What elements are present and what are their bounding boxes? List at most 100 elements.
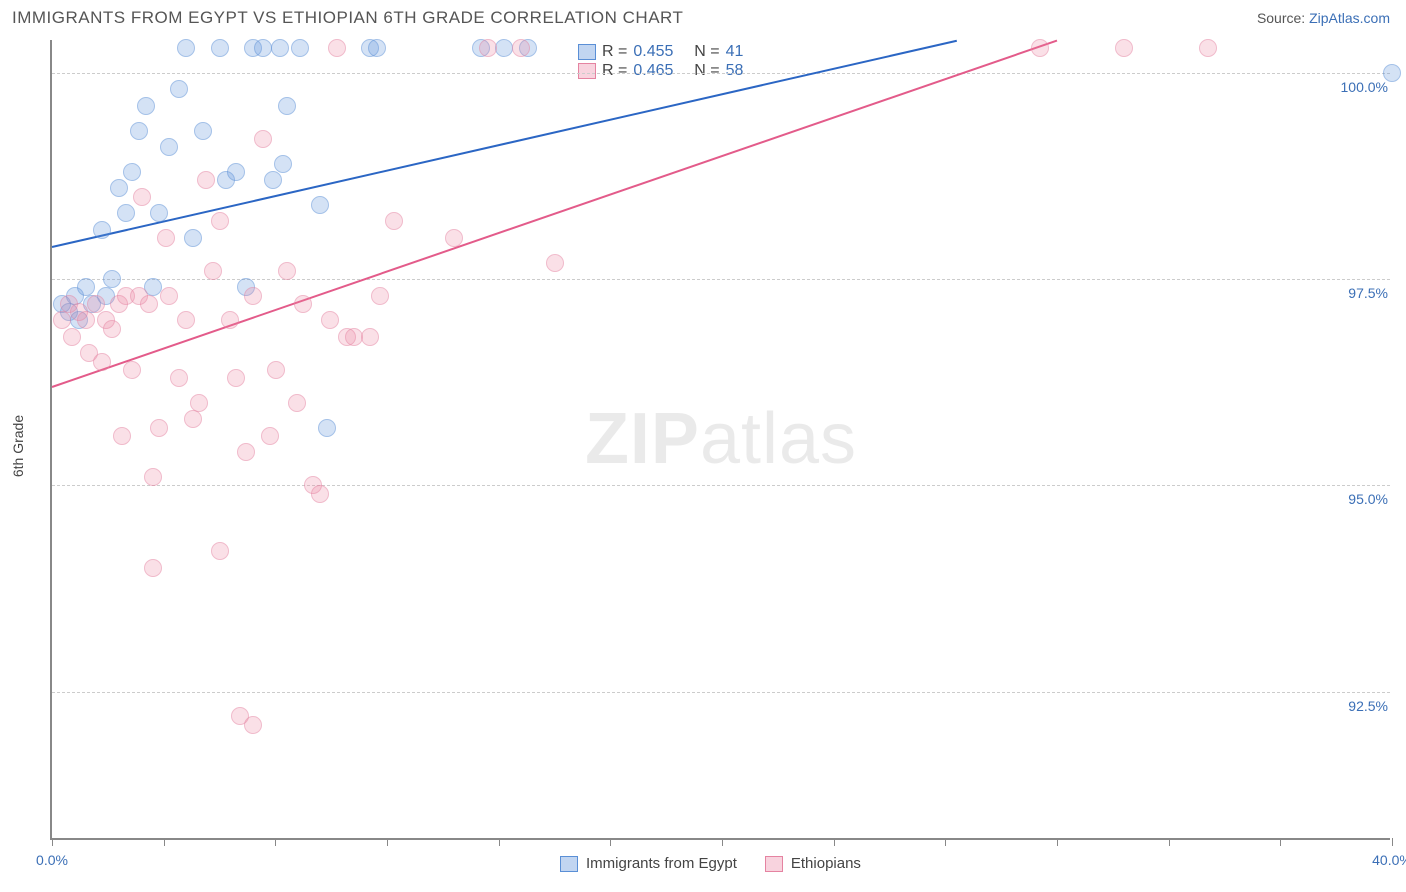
data-point bbox=[288, 394, 306, 412]
watermark: ZIPatlas bbox=[585, 398, 857, 480]
trend-line-s1 bbox=[52, 40, 1058, 388]
data-point bbox=[184, 410, 202, 428]
data-point bbox=[385, 212, 403, 230]
plot-region: ZIPatlas R = 0.455 N = 41 R = 0.465 N = … bbox=[50, 40, 1390, 840]
data-point bbox=[311, 485, 329, 503]
data-point bbox=[227, 369, 245, 387]
data-point bbox=[345, 328, 363, 346]
legend-swatch-s0 bbox=[578, 44, 596, 60]
source-attribution: Source: ZipAtlas.com bbox=[1257, 10, 1390, 26]
source-prefix: Source: bbox=[1257, 10, 1309, 26]
data-point bbox=[77, 278, 95, 296]
data-point bbox=[1199, 39, 1217, 57]
data-point bbox=[103, 270, 121, 288]
data-point bbox=[93, 221, 111, 239]
data-point bbox=[144, 559, 162, 577]
legend-corr-row-0: R = 0.455 N = 41 bbox=[578, 43, 743, 61]
xtick bbox=[610, 838, 611, 846]
data-point bbox=[53, 311, 71, 329]
legend-corr-row-1: R = 0.465 N = 58 bbox=[578, 62, 743, 80]
data-point bbox=[546, 254, 564, 272]
legend-n-value-1: 58 bbox=[726, 62, 744, 80]
data-point bbox=[103, 320, 121, 338]
legend-swatch-s1 bbox=[578, 63, 596, 79]
data-point bbox=[512, 39, 530, 57]
data-point bbox=[274, 155, 292, 173]
legend-n-prefix-0: N = bbox=[694, 43, 719, 61]
data-point bbox=[190, 394, 208, 412]
data-point bbox=[137, 97, 155, 115]
data-point bbox=[311, 196, 329, 214]
gridline-h bbox=[52, 279, 1390, 280]
data-point bbox=[254, 39, 272, 57]
legend-bottom-swatch-s1 bbox=[765, 856, 783, 872]
data-point bbox=[321, 311, 339, 329]
data-point bbox=[211, 39, 229, 57]
data-point bbox=[1031, 39, 1049, 57]
data-point bbox=[150, 204, 168, 222]
gridline-h bbox=[52, 485, 1390, 486]
data-point bbox=[244, 287, 262, 305]
ytick-label: 100.0% bbox=[1337, 79, 1392, 95]
data-point bbox=[177, 39, 195, 57]
data-point bbox=[113, 427, 131, 445]
xtick bbox=[1280, 838, 1281, 846]
xtick bbox=[945, 838, 946, 846]
xtick bbox=[499, 838, 500, 846]
legend-n-value-0: 41 bbox=[726, 43, 744, 61]
data-point bbox=[1115, 39, 1133, 57]
source-link[interactable]: ZipAtlas.com bbox=[1309, 10, 1390, 26]
xtick bbox=[387, 838, 388, 846]
data-point bbox=[170, 369, 188, 387]
data-point bbox=[227, 163, 245, 181]
data-point bbox=[160, 287, 178, 305]
xtick-label: 0.0% bbox=[36, 852, 68, 868]
y-axis-label: 6th Grade bbox=[10, 415, 26, 477]
legend-r-value-1: 0.465 bbox=[633, 62, 673, 80]
legend-n-prefix-1: N = bbox=[694, 62, 719, 80]
data-point bbox=[294, 295, 312, 313]
data-point bbox=[150, 419, 168, 437]
xtick bbox=[52, 838, 53, 846]
data-point bbox=[211, 212, 229, 230]
data-point bbox=[117, 204, 135, 222]
xtick bbox=[1057, 838, 1058, 846]
data-point bbox=[361, 328, 379, 346]
data-point bbox=[77, 311, 95, 329]
data-point bbox=[221, 311, 239, 329]
xtick-label: 40.0% bbox=[1372, 852, 1406, 868]
legend-correlation: R = 0.455 N = 41 R = 0.465 N = 58 bbox=[572, 40, 749, 83]
chart-area: ZIPatlas R = 0.455 N = 41 R = 0.465 N = … bbox=[50, 40, 1390, 840]
data-point bbox=[371, 287, 389, 305]
data-point bbox=[63, 328, 81, 346]
data-point bbox=[211, 542, 229, 560]
gridline-h bbox=[52, 73, 1390, 74]
data-point bbox=[445, 229, 463, 247]
data-point bbox=[130, 122, 148, 140]
legend-item-s0: Immigrants from Egypt bbox=[560, 855, 737, 872]
legend-series: Immigrants from Egypt Ethiopians bbox=[560, 855, 861, 872]
data-point bbox=[133, 188, 151, 206]
xtick bbox=[164, 838, 165, 846]
legend-bottom-label-s0: Immigrants from Egypt bbox=[586, 855, 737, 872]
legend-r-prefix-1: R = bbox=[602, 62, 627, 80]
data-point bbox=[264, 171, 282, 189]
data-point bbox=[261, 427, 279, 445]
gridline-h bbox=[52, 692, 1390, 693]
data-point bbox=[278, 262, 296, 280]
xtick bbox=[275, 838, 276, 846]
data-point bbox=[204, 262, 222, 280]
data-point bbox=[194, 122, 212, 140]
data-point bbox=[184, 229, 202, 247]
data-point bbox=[479, 39, 497, 57]
data-point bbox=[291, 39, 309, 57]
chart-header: IMMIGRANTS FROM EGYPT VS ETHIOPIAN 6TH G… bbox=[0, 0, 1406, 32]
data-point bbox=[328, 39, 346, 57]
data-point bbox=[170, 80, 188, 98]
watermark-atlas: atlas bbox=[700, 399, 857, 479]
trend-line-s0 bbox=[52, 40, 957, 248]
legend-bottom-label-s1: Ethiopians bbox=[791, 855, 861, 872]
ytick-label: 95.0% bbox=[1344, 491, 1392, 507]
data-point bbox=[140, 295, 158, 313]
data-point bbox=[254, 130, 272, 148]
